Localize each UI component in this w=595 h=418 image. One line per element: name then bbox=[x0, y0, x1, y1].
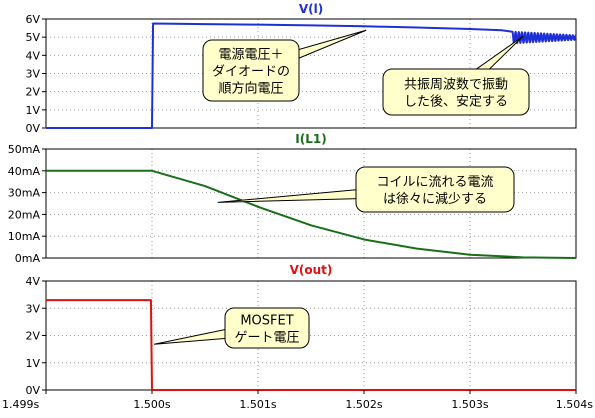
callout-text: 共振周波数で振動 bbox=[404, 78, 508, 93]
series-line-0 bbox=[46, 169, 577, 259]
y-tick-label: 20mA bbox=[8, 208, 41, 221]
series-line-0 bbox=[46, 299, 576, 391]
grid bbox=[46, 281, 576, 390]
callout-text: 電源電圧＋ bbox=[218, 48, 283, 63]
y-tick-label: 50mA bbox=[8, 143, 41, 156]
callout-text: は徐々に減少する bbox=[383, 191, 487, 207]
callout: MOSFET ゲート電圧 bbox=[154, 307, 310, 349]
callout-box bbox=[382, 68, 530, 116]
x-axis: 1.499s 1.500s 1.501s 1.502s 1.503s 1.504s bbox=[2, 390, 593, 411]
y-tick-label: 0V bbox=[25, 122, 40, 135]
callout-text: 順方向電圧 bbox=[218, 81, 283, 97]
callout-box bbox=[224, 307, 310, 349]
y-tick-label: 4V bbox=[25, 275, 40, 288]
callout-text: MOSFET bbox=[240, 314, 293, 329]
x-tick-label: 1.502s bbox=[345, 398, 382, 411]
y-tick-label: 3V bbox=[25, 68, 40, 81]
y-tick-label: 30mA bbox=[8, 187, 41, 200]
x-tick-label: 1.504s bbox=[556, 398, 593, 411]
y-tick-label: 2V bbox=[25, 86, 40, 99]
y-tick-label: 40mA bbox=[8, 165, 41, 178]
x-tick-label: 1.499s bbox=[2, 398, 39, 411]
y-tick-label: 6V bbox=[25, 13, 40, 26]
y-tick-label: 10mA bbox=[8, 230, 41, 243]
callout-text: した後、安定する bbox=[404, 95, 508, 110]
panel-2: V(out) 4V 3V 2V 1V 0V bbox=[25, 263, 577, 397]
y-tick-label: 0mA bbox=[15, 252, 41, 265]
series-line-0 bbox=[46, 22, 577, 129]
y-tick-label: 1V bbox=[25, 357, 40, 370]
x-tick-label: 1.503s bbox=[451, 398, 488, 411]
y-tick-label: 1V bbox=[25, 104, 40, 117]
y-tick-label: 0V bbox=[25, 384, 40, 397]
panels: V(l) 6V 5V 4V 3V 2V 1V 0V I(L1) 50mA 40mA 30mA 20mA 1… bbox=[8, 2, 577, 397]
callout-box bbox=[355, 166, 515, 213]
panel-0: V(l) 6V 5V 4V 3V 2V 1V 0V bbox=[25, 2, 577, 135]
panel-title: V(l) bbox=[299, 2, 323, 16]
callout-box bbox=[202, 39, 300, 102]
grid bbox=[46, 19, 576, 128]
panel-title: I(L1) bbox=[295, 132, 326, 146]
panel-1: I(L1) 50mA 40mA 30mA 20mA 10mA 0mA bbox=[8, 132, 577, 265]
x-tick-label: 1.501s bbox=[239, 398, 276, 411]
plot-frame bbox=[45, 148, 577, 259]
callout-text: ゲート電圧 bbox=[234, 331, 299, 346]
callout-text: ダイオードの bbox=[212, 65, 290, 80]
x-tick-label: 1.500s bbox=[133, 398, 170, 411]
y-tick-label: 4V bbox=[25, 49, 40, 62]
callout-text: コイルに流れる電流 bbox=[376, 175, 493, 190]
y-tick-label: 5V bbox=[25, 31, 40, 44]
y-tick-label: 2V bbox=[25, 330, 40, 343]
y-tick-label: 3V bbox=[25, 302, 40, 315]
panel-title: V(out) bbox=[290, 263, 333, 277]
